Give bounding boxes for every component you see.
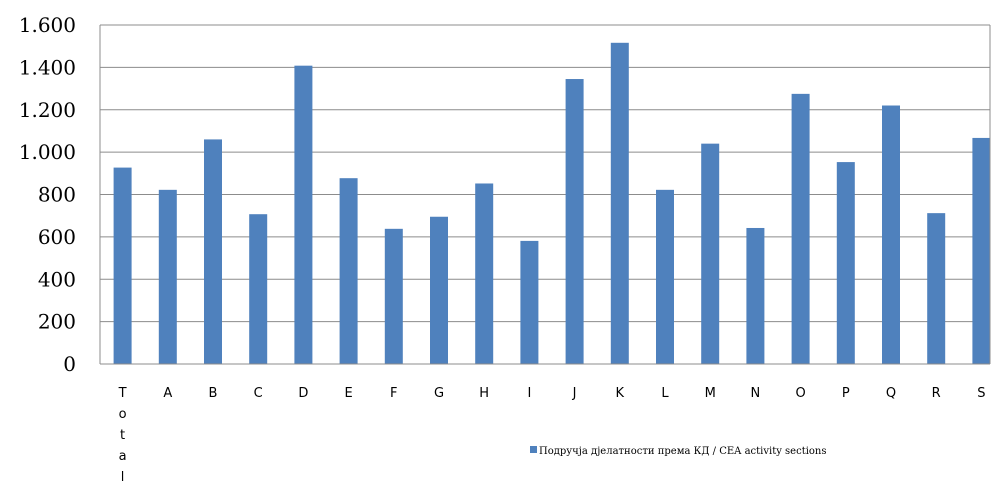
- y-tick-label: 1.000: [19, 140, 76, 164]
- bar: [656, 189, 674, 364]
- x-tick-label: O: [795, 386, 805, 401]
- gridlines: [100, 24, 990, 323]
- bar: [972, 137, 991, 364]
- bar: [204, 139, 222, 364]
- y-tick-labels: 0 200 400 600 800 1.000 1.200 1.400 1.600: [19, 13, 76, 376]
- x-tick-label: P: [842, 386, 850, 401]
- x-tick-label: H: [479, 386, 489, 401]
- x-tick-label: K: [616, 386, 625, 401]
- legend: Подручја дјелатности према КД / CEA acti…: [530, 446, 827, 457]
- bar: [565, 79, 584, 364]
- x-tick-label: C: [254, 386, 263, 401]
- x-tick-label: L: [661, 386, 669, 401]
- bar: [384, 228, 403, 364]
- x-tick-label: D: [298, 386, 308, 401]
- bar: [610, 42, 629, 365]
- x-tick-label: R: [932, 386, 941, 401]
- x-tick-label: J: [572, 386, 577, 401]
- bar: [294, 65, 313, 365]
- x-tick-label: S: [977, 386, 985, 401]
- bar: [430, 216, 448, 364]
- bar: [791, 93, 810, 364]
- bar: [746, 227, 765, 364]
- bar: [113, 167, 132, 364]
- y-tick-label: 800: [38, 183, 76, 207]
- bar: [701, 143, 720, 364]
- x-tick-label: A: [163, 386, 172, 401]
- y-tick-label: 0: [63, 352, 76, 376]
- y-tick-label: 1.600: [19, 13, 76, 37]
- axes: [99, 25, 991, 365]
- bar: [882, 105, 900, 364]
- bar: [249, 214, 268, 364]
- y-tick-label: 1.400: [19, 55, 76, 79]
- bar: [520, 240, 539, 364]
- x-tick-label: I: [527, 386, 531, 401]
- bar: [927, 213, 946, 364]
- x-tick-label: G: [434, 386, 444, 401]
- legend-label: Подручја дјелатности према КД / CEA acti…: [539, 446, 827, 457]
- bar: [339, 178, 358, 364]
- y-tick-label: 600: [38, 225, 76, 249]
- x-tick-label: B: [209, 386, 218, 401]
- legend-swatch: [530, 446, 537, 453]
- bar: [836, 162, 855, 364]
- y-tick-label: 1.200: [19, 98, 76, 122]
- bars: [113, 42, 991, 365]
- y-tick-label: 200: [38, 310, 76, 334]
- y-tick-label: 400: [38, 267, 76, 291]
- x-tick-label: Q: [886, 386, 896, 401]
- bar: [475, 183, 494, 364]
- x-tick-label: E: [344, 386, 352, 401]
- x-tick-label: F: [390, 386, 397, 401]
- bar: [158, 189, 177, 364]
- x-tick-label: N: [751, 386, 761, 401]
- x-tick-label: M: [705, 386, 716, 401]
